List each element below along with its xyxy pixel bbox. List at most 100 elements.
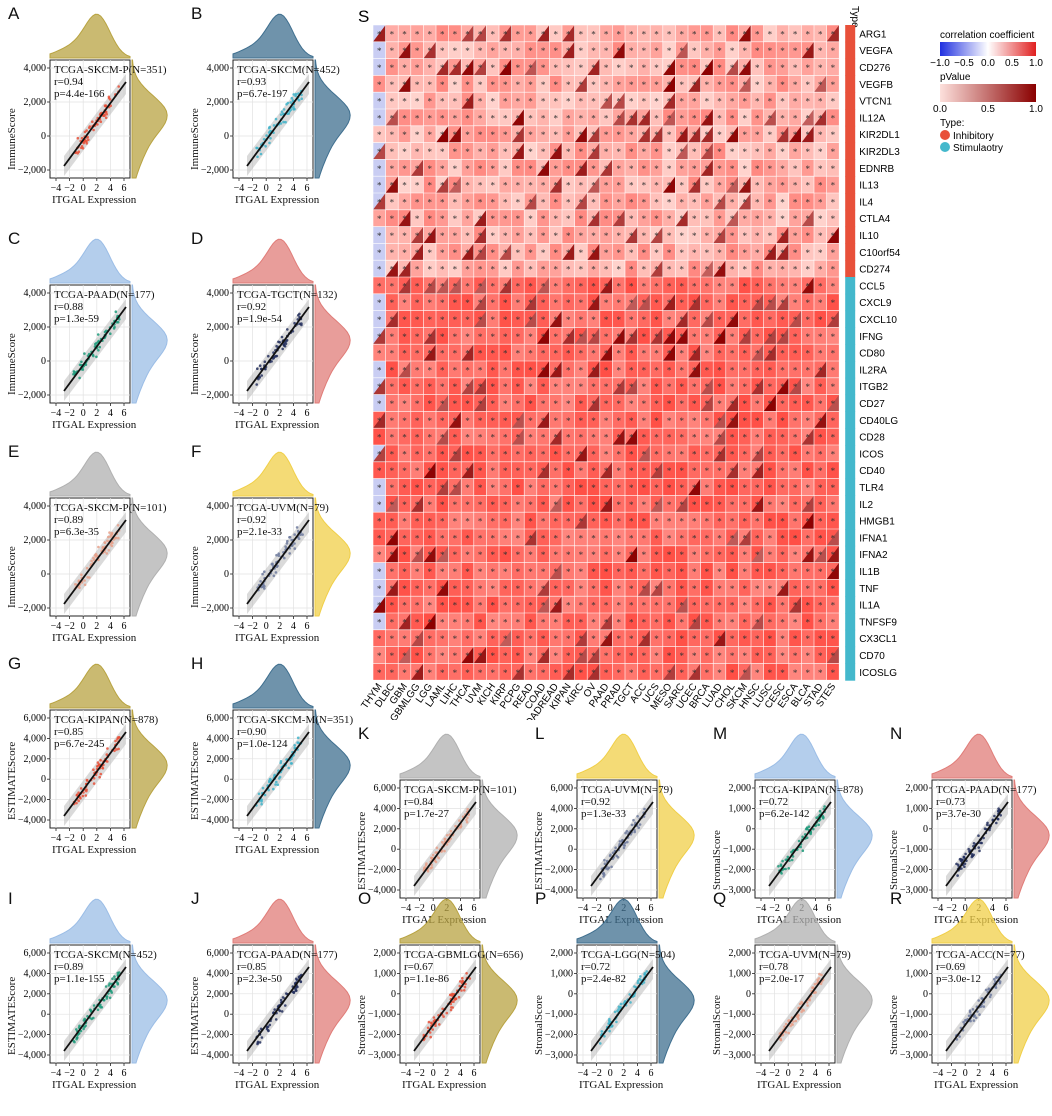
- significance-star: *: [516, 399, 521, 409]
- significance-star: *: [440, 601, 445, 611]
- significance-star: *: [553, 46, 558, 56]
- significance-star: *: [541, 517, 546, 527]
- significance-star: *: [427, 365, 432, 375]
- significance-star: *: [453, 80, 458, 90]
- significance-star: *: [566, 399, 571, 409]
- annotation-title: TCGA-SKCM-P(N=101): [404, 784, 517, 796]
- significance-star: *: [604, 533, 609, 543]
- significance-star: *: [642, 433, 647, 443]
- annotation-p: p=6.7e-245: [54, 738, 105, 750]
- significance-star: *: [805, 197, 810, 207]
- significance-star: *: [579, 332, 584, 342]
- significance-star: *: [818, 651, 823, 661]
- significance-star: *: [453, 63, 458, 73]
- significance-star: *: [642, 147, 647, 157]
- significance-star: *: [553, 29, 558, 39]
- significance-star: *: [793, 265, 798, 275]
- data-point: [107, 95, 111, 99]
- significance-star: *: [692, 399, 697, 409]
- data-point: [79, 787, 83, 790]
- significance-star: *: [503, 601, 508, 611]
- significance-star: *: [793, 399, 798, 409]
- significance-star: *: [742, 29, 747, 39]
- data-point: [438, 1023, 441, 1026]
- data-point: [284, 1004, 287, 1007]
- significance-star: *: [730, 315, 735, 325]
- significance-star: *: [528, 315, 533, 325]
- significance-star: *: [528, 349, 533, 359]
- data-point: [90, 1017, 93, 1021]
- annotation-title: TCGA-PAAD(N=177): [237, 949, 338, 961]
- x-tick-label: 6: [122, 833, 127, 844]
- y-axis-label: ESTIMATEScore: [6, 976, 18, 1055]
- significance-star: *: [490, 668, 495, 678]
- significance-star: *: [402, 349, 407, 359]
- significance-star: *: [805, 113, 810, 123]
- data-point: [104, 985, 108, 988]
- significance-star: *: [642, 298, 647, 308]
- significance-star: *: [629, 500, 634, 510]
- significance-star: *: [402, 130, 407, 140]
- significance-star: *: [553, 265, 558, 275]
- significance-star: *: [604, 567, 609, 577]
- type-bar-cell: [845, 92, 856, 110]
- annotation-r: r=0.85: [54, 726, 84, 738]
- significance-star: *: [831, 164, 836, 174]
- data-point: [962, 1020, 965, 1024]
- data-point: [971, 1008, 975, 1011]
- y-tick-label: 6,000: [374, 783, 397, 794]
- significance-star: *: [629, 97, 634, 107]
- significance-star: *: [453, 617, 458, 627]
- significance-star: *: [768, 197, 773, 207]
- significance-star: *: [528, 164, 533, 174]
- data-point: [85, 129, 88, 132]
- panel-letter: O: [358, 889, 372, 908]
- significance-star: *: [667, 315, 672, 325]
- significance-star: *: [453, 298, 458, 308]
- significance-star: *: [541, 550, 546, 560]
- significance-star: *: [453, 248, 458, 258]
- x-axis-label: ITGAL Expression: [235, 844, 320, 856]
- significance-star: *: [478, 248, 483, 258]
- data-point: [266, 1025, 270, 1028]
- x-tick-label: 2: [444, 1068, 449, 1079]
- significance-star: *: [805, 164, 810, 174]
- significance-star: *: [579, 97, 584, 107]
- significance-star: *: [717, 634, 722, 644]
- significance-star: *: [528, 265, 533, 275]
- gene-label: IL1A: [859, 601, 880, 612]
- data-point: [978, 849, 981, 853]
- data-point: [429, 866, 432, 870]
- significance-star: *: [717, 584, 722, 594]
- type-bar-cell: [845, 663, 856, 681]
- significance-star: *: [705, 80, 710, 90]
- significance-star: *: [768, 416, 773, 426]
- significance-star: *: [440, 315, 445, 325]
- significance-star: *: [516, 80, 521, 90]
- data-point: [780, 872, 783, 875]
- significance-star: *: [768, 248, 773, 258]
- significance-star: *: [654, 500, 659, 510]
- significance-star: *: [415, 298, 420, 308]
- significance-star: *: [805, 80, 810, 90]
- significance-star: *: [654, 332, 659, 342]
- significance-star: *: [755, 97, 760, 107]
- x-tick-label: 0: [431, 1068, 436, 1079]
- type-bar-cell: [845, 445, 856, 463]
- x-tick-label: 6: [827, 1068, 832, 1079]
- significance-star: *: [768, 517, 773, 527]
- significance-star: *: [780, 197, 785, 207]
- significance-star: *: [427, 500, 432, 510]
- data-point: [73, 1040, 76, 1044]
- significance-star: *: [717, 382, 722, 392]
- data-point: [608, 1029, 611, 1033]
- significance-star: *: [427, 517, 432, 527]
- significance-star: *: [616, 617, 621, 627]
- data-point: [784, 1022, 788, 1026]
- significance-star: *: [780, 265, 785, 275]
- gene-label: ITGB2: [859, 382, 888, 393]
- significance-star: *: [604, 80, 609, 90]
- gene-label: CD27: [859, 399, 885, 410]
- significance-star: *: [503, 29, 508, 39]
